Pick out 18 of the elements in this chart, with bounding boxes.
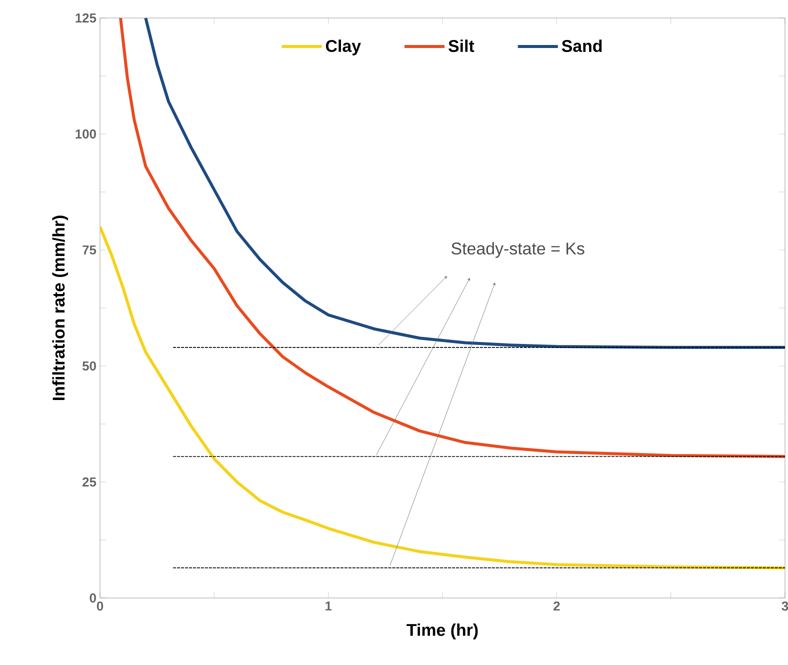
y-tick-label: 75 (82, 245, 96, 254)
legend-label: Sand (562, 40, 602, 52)
x-tick-label: 3 (782, 602, 788, 611)
x-tick-label: 2 (554, 602, 560, 611)
annotation: Steady-state = Ks (452, 242, 584, 258)
y-tick-label: 25 (82, 477, 96, 487)
x-tick-label: 0 (96, 602, 104, 611)
legend-label: Silt (448, 40, 474, 52)
x-tick-label: 1 (326, 602, 332, 610)
y-tick-label: 0 (90, 593, 96, 603)
y-axis-title: Infiltration rate (mm/hr) (52, 216, 68, 400)
y-tick-label: 100 (76, 129, 96, 139)
y-tick-label: 125 (76, 13, 96, 23)
x-axis-title: Time (hr) (406, 624, 478, 640)
line-series (100, 225, 786, 570)
legend-label: Clay (326, 40, 361, 56)
y-tick-label: 50 (82, 361, 96, 371)
line-series (119, 18, 786, 458)
